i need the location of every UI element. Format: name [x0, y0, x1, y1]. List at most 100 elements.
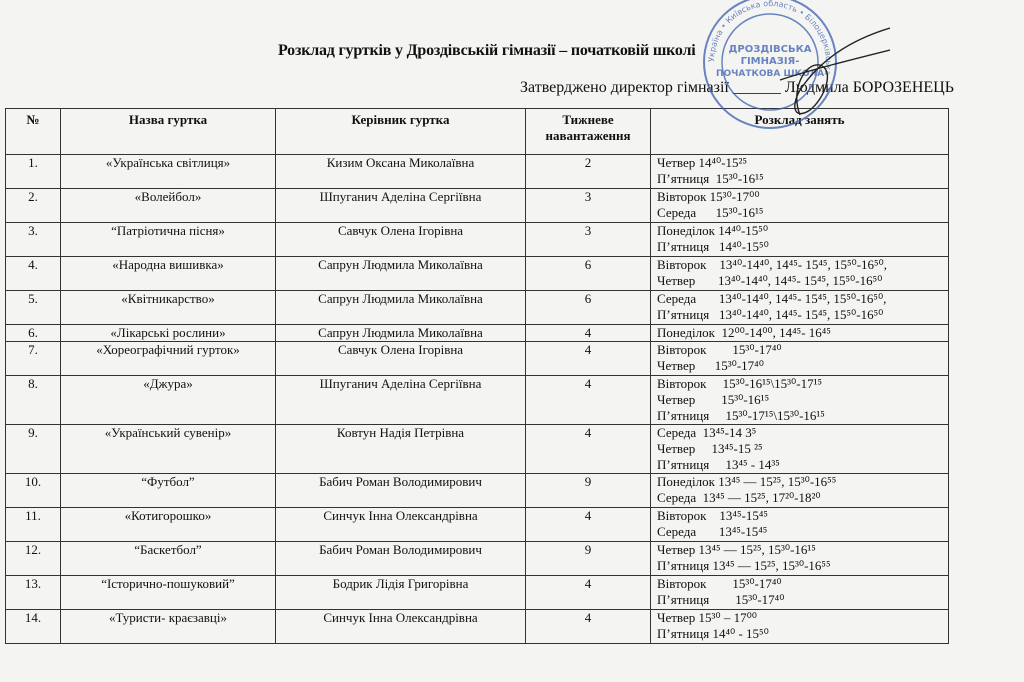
header-weekly-load: Тижневе навантаження	[525, 108, 651, 155]
club-leader: Бабич Роман Володимирович	[275, 541, 526, 576]
schedule-line: Вівторок 13⁴⁵-15⁴⁵	[657, 508, 768, 523]
schedule-line: П’ятниця 13⁴⁵ — 15²⁵, 15³⁰-16⁵⁵	[657, 558, 831, 573]
table-row: 2. «Волейбол» Шпуганич Аделіна Сергіївна 3 В…	[5, 188, 949, 223]
school-stamp: Україна • Київська область • Білоцерківс…	[703, 0, 837, 129]
row-number: 4.	[5, 256, 61, 291]
schedule-line: Вівторок 13⁴⁰-14⁴⁰, 14⁴⁵- 15⁴⁵, 15⁵⁰-16⁵…	[657, 257, 888, 272]
schedule-line: П’ятниця 15³⁰-16¹⁵	[657, 171, 764, 186]
schedule-cell: Понеділок 13⁴⁵ — 15²⁵, 15³⁰-16⁵⁵ Середа 1…	[650, 473, 949, 508]
club-leader: Сапрун Людмила Миколаївна	[275, 290, 526, 325]
row-number: 5.	[5, 290, 61, 325]
weekly-load: 6	[525, 290, 651, 325]
row-number: 14.	[5, 609, 61, 644]
schedule-cell: Вівторок 15³⁰-17⁴⁰ Четвер 15³⁰-17⁴⁰	[650, 341, 949, 376]
header-club-name: Назва гуртка	[60, 108, 276, 155]
club-leader: Кизим Оксана Миколаївна	[275, 154, 526, 189]
row-number: 7.	[5, 341, 61, 376]
schedule-line: Понеділок 12⁰⁰-14⁰⁰, 14⁴⁵- 16⁴⁵	[657, 325, 831, 340]
schedule-cell: Вівторок 15³⁰-17⁰⁰ Середа 15³⁰-16¹⁵	[650, 188, 949, 223]
club-name: «Волейбол»	[60, 188, 276, 223]
schedule-line: Середа 13⁴⁰-14⁴⁰, 14⁴⁵- 15⁴⁵, 15⁵⁰-16⁵⁰,	[657, 291, 887, 306]
schedule-cell: Вівторок 15³⁰-17⁴⁰ П’ятниця 15³⁰-17⁴⁰	[650, 575, 949, 610]
schedule-line: Понеділок 13⁴⁵ — 15²⁵, 15³⁰-16⁵⁵	[657, 474, 837, 489]
table-row: 3. “Патріотична пісня» Савчук Олена Ігорів…	[5, 222, 949, 257]
weekly-load: 3	[525, 188, 651, 223]
club-name: «Джура»	[60, 375, 276, 425]
club-name: «Котигорошко»	[60, 507, 276, 542]
club-name: “Історично-пошуковий”	[60, 575, 276, 610]
weekly-load: 3	[525, 222, 651, 257]
schedule-cell: Вівторок 15³⁰-16¹⁵\15³⁰-17¹⁵ Четвер 15³⁰-…	[650, 375, 949, 425]
club-leader: Бабич Роман Володимирович	[275, 473, 526, 508]
schedule-line: П’ятниця 13⁴⁰-14⁴⁰, 14⁴⁵- 15⁴⁵, 15⁵⁰-16⁵…	[657, 307, 884, 322]
weekly-load: 6	[525, 256, 651, 291]
schedule-cell: Середа 13⁴⁵-14 3⁵ Четвер 13⁴⁵-15 ²⁵ П’ятни…	[650, 424, 949, 474]
club-leader: Шпуганич Аделіна Сергіївна	[275, 375, 526, 425]
schedule-cell: Вівторок 13⁴⁵-15⁴⁵ Середа 13⁴⁵-15⁴⁵	[650, 507, 949, 542]
row-number: 6.	[5, 324, 61, 342]
table-header-row: № Назва гуртка Керівник гуртка Тижневе н…	[5, 108, 949, 155]
table-row: 4. «Народна вишивка» Сапрун Людмила Микола…	[5, 256, 949, 291]
club-name: «Лікарські рослини»	[60, 324, 276, 342]
schedule-cell: Четвер 14⁴⁰-15²⁵ П’ятниця 15³⁰-16¹⁵	[650, 154, 949, 189]
approval-line: Затверджено директор гімназії ______ Люд…	[520, 79, 954, 96]
club-leader: Шпуганич Аделіна Сергіївна	[275, 188, 526, 223]
schedule-line: П’ятниця 15³⁰-17¹⁵\15³⁰-16¹⁵	[657, 408, 825, 423]
weekly-load: 4	[525, 575, 651, 610]
schedule-line: Вівторок 15³⁰-17⁴⁰	[657, 576, 782, 591]
schedule-line: П’ятниця 14⁴⁰ - 15⁵⁰	[657, 626, 769, 641]
table-row: 6. «Лікарські рослини» Сапрун Людмила Мико…	[5, 324, 949, 342]
schedule-line: Середа 13⁴⁵-14 3⁵	[657, 425, 757, 440]
table-row: 7. «Хореографічний гурток» Савчук Олена Іг…	[5, 341, 949, 376]
club-name: «Українська світлиця»	[60, 154, 276, 189]
document-title: Розклад гуртків у Дроздівській гімназії …	[278, 42, 696, 59]
table-row: 11. «Котигорошко» Синчук Інна Олександрівн…	[5, 507, 949, 542]
club-name: «Квітникарство»	[60, 290, 276, 325]
schedule-line: П’ятниця 13⁴⁵ - 14³⁵	[657, 457, 780, 472]
table-row: 14. «Туристи- краєзавці» Синчук Інна Олекс…	[5, 609, 949, 644]
club-name: “Патріотична пісня»	[60, 222, 276, 257]
director-signature	[779, 27, 891, 116]
row-number: 13.	[5, 575, 61, 610]
schedule-line: Четвер 15³⁰ – 17⁰⁰	[657, 610, 758, 625]
table-row: 12. “Баскетбол” Бабич Роман Володимирович 9…	[5, 541, 949, 576]
weekly-load: 9	[525, 541, 651, 576]
schedule-line: Четвер 14⁴⁰-15²⁵	[657, 155, 747, 170]
club-name: “Футбол”	[60, 473, 276, 508]
schedule-line: Четвер 15³⁰-16¹⁵	[657, 392, 770, 407]
row-number: 11.	[5, 507, 61, 542]
weekly-load: 4	[525, 341, 651, 376]
table-row: 5. «Квітникарство» Сапрун Людмила Миколаїв…	[5, 290, 949, 325]
schedule-cell: Понеділок 12⁰⁰-14⁰⁰, 14⁴⁵- 16⁴⁵	[650, 324, 949, 342]
club-leader: Сапрун Людмила Миколаївна	[275, 256, 526, 291]
row-number: 3.	[5, 222, 61, 257]
schedule-line: П’ятниця 14⁴⁰-15⁵⁰	[657, 239, 769, 254]
svg-text:ГІМНАЗІЯ-: ГІМНАЗІЯ-	[741, 56, 800, 67]
club-name: «Хореографічний гурток»	[60, 341, 276, 376]
svg-text:ДРОЗДІВСЬКА: ДРОЗДІВСЬКА	[729, 44, 812, 55]
club-leader: Ковтун Надія Петрівна	[275, 424, 526, 474]
row-number: 2.	[5, 188, 61, 223]
svg-text:ПОЧАТКОВА ШКОЛА: ПОЧАТКОВА ШКОЛА	[716, 69, 824, 79]
schedule-line: Четвер 13⁴⁵ — 15²⁵, 15³⁰-16¹⁵	[657, 542, 816, 557]
club-name: «Український сувенір»	[60, 424, 276, 474]
schedule-line: Четвер 13⁴⁵-15 ²⁵	[657, 441, 763, 456]
weekly-load: 4	[525, 507, 651, 542]
schedule-cell: Четвер 15³⁰ – 17⁰⁰ П’ятниця 14⁴⁰ - 15⁵⁰	[650, 609, 949, 644]
table-row: 13. “Історично-пошуковий” Бодрик Лідія Гри…	[5, 575, 949, 610]
schedule-line: П’ятниця 15³⁰-17⁴⁰	[657, 592, 785, 607]
club-leader: Савчук Олена Ігорівна	[275, 222, 526, 257]
club-leader: Бодрик Лідія Григорівна	[275, 575, 526, 610]
schedule-line: Вівторок 15³⁰-16¹⁵\15³⁰-17¹⁵	[657, 376, 823, 391]
weekly-load: 4	[525, 609, 651, 644]
row-number: 10.	[5, 473, 61, 508]
row-number: 1.	[5, 154, 61, 189]
weekly-load: 4	[525, 375, 651, 425]
schedule-line: Вівторок 15³⁰-17⁰⁰	[657, 189, 760, 204]
row-number: 8.	[5, 375, 61, 425]
schedule-line: Середа 15³⁰-16¹⁵	[657, 205, 764, 220]
club-leader: Савчук Олена Ігорівна	[275, 341, 526, 376]
club-name: “Баскетбол”	[60, 541, 276, 576]
schedule-line: Вівторок 15³⁰-17⁴⁰	[657, 342, 782, 357]
weekly-load: 4	[525, 324, 651, 342]
